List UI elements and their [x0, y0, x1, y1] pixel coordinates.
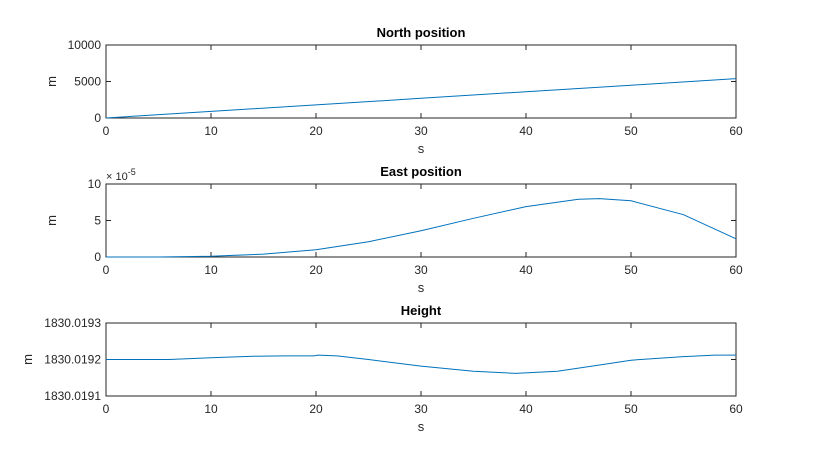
x-tick-label: 60: [729, 124, 743, 138]
y-axis-label: m: [20, 354, 35, 365]
series-line: [105, 78, 737, 119]
y-axis-label: m: [44, 215, 59, 226]
x-tick-label: 0: [103, 124, 110, 138]
y-tick-label: 5000: [74, 75, 101, 89]
x-tick-label: 60: [729, 263, 743, 277]
y-tick-label: 1830.0191: [44, 389, 101, 403]
y-tick-label: 10000: [68, 38, 102, 52]
series-line: [106, 198, 737, 258]
axes-box: [105, 183, 737, 258]
subplot-3: 0 10 20 30 40 50 60 1830.0191 1830.0192 1830.0193…: [20, 303, 743, 434]
x-tick-label: 20: [309, 263, 323, 277]
y-axis-exponent: × 10-5: [106, 167, 136, 183]
x-axis-label: s: [418, 280, 425, 295]
x-tick-label: 10: [204, 124, 218, 138]
x-tick-label: 60: [729, 402, 743, 416]
y-tick-label: 10: [88, 177, 102, 191]
axes-box: [105, 44, 737, 119]
x-tick-label: 10: [204, 402, 218, 416]
x-tick-label: 50: [624, 124, 638, 138]
subplot-title: Height: [401, 303, 442, 318]
series-line: [106, 354, 736, 374]
x-tick-label: 40: [519, 124, 533, 138]
x-tick-label: 40: [519, 402, 533, 416]
x-tick-label: 50: [624, 263, 638, 277]
x-tick-label: 0: [103, 402, 110, 416]
x-tick-label: 30: [414, 402, 428, 416]
x-tick-label: 20: [309, 402, 323, 416]
x-tick-label: 50: [624, 402, 638, 416]
x-tick-label: 40: [519, 263, 533, 277]
y-axis-exponent-power: -5: [128, 167, 136, 177]
x-tick-label: 20: [309, 124, 323, 138]
x-tick-label: 0: [103, 263, 110, 277]
x-tick-label: 10: [204, 263, 218, 277]
subplot-title: East position: [380, 164, 462, 179]
y-tick-label: 1830.0193: [44, 316, 101, 330]
x-tick-label: 30: [414, 263, 428, 277]
subplot-title: North position: [377, 25, 466, 40]
x-axis-label: s: [418, 141, 425, 156]
x-axis-label: s: [418, 419, 425, 434]
subplot-2: 0 10 20 30 40 50 60 0 5 10 East position s m × 10-5: [44, 164, 743, 295]
subplot-1: 0 10 20 30 40 50 60 0 5000 10000 North position s m: [44, 25, 743, 156]
y-tick-label: 0: [94, 250, 101, 264]
y-axis-label: m: [44, 76, 59, 87]
y-tick-label: 1830.0192: [44, 353, 101, 367]
axes-box: [105, 322, 737, 397]
x-tick-label: 30: [414, 124, 428, 138]
y-tick-label: 0: [94, 111, 101, 125]
y-tick-label: 5: [94, 214, 101, 228]
